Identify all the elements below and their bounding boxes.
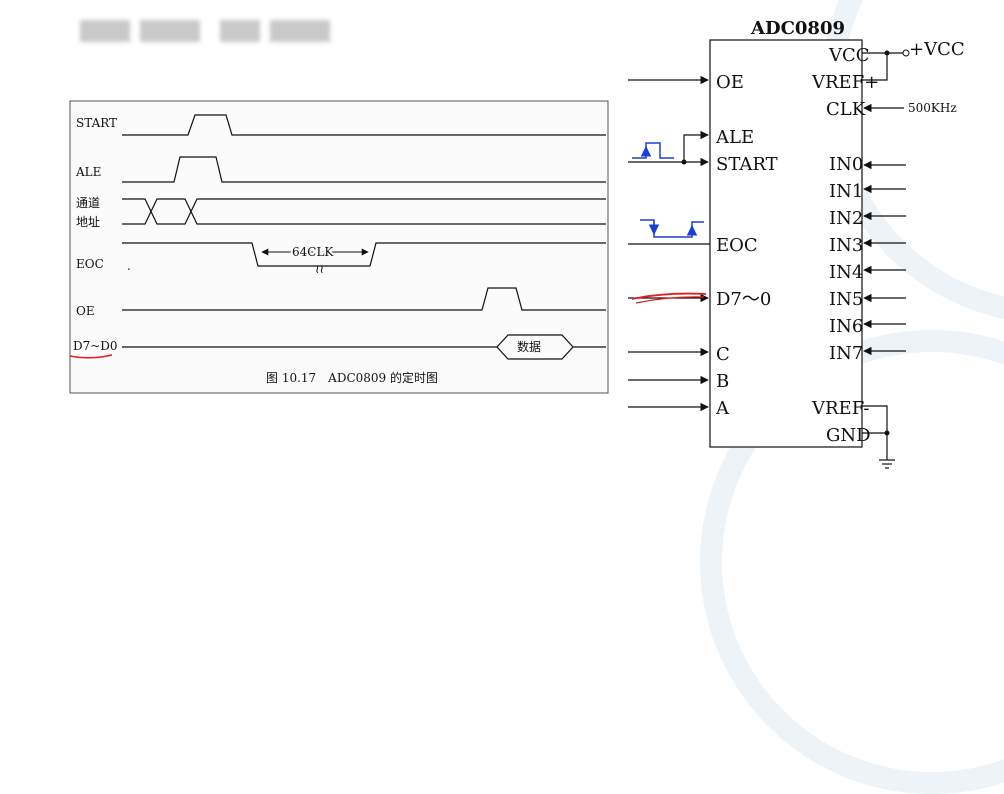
waveform-address [122, 198, 606, 225]
red-underline [69, 354, 113, 359]
signal-label-eoc: EOC [76, 257, 104, 271]
vref-plus-line [862, 53, 888, 81]
adc0809-chip: ADC0809 OE ALE START EOC D7～0 C B A VCC … [709, 18, 879, 448]
signal-label-start: START [76, 116, 117, 130]
signal-label-data-bus: D7~D0 [73, 339, 118, 353]
pin-in5: IN5 [829, 289, 863, 310]
signal-label-channel: 通道 [76, 196, 100, 210]
waveform-oe [122, 287, 606, 311]
pin-vref-plus: VREF+ [811, 72, 879, 93]
vref-minus-line [862, 405, 888, 460]
chip-body [709, 39, 863, 448]
pin-in1: IN1 [829, 181, 863, 202]
blurred-title [40, 14, 330, 48]
vcc-terminal [902, 49, 910, 57]
timing-caption: 图 10.17 ADC0809 的定时图 [266, 370, 438, 385]
pin-d7-0: D7～0 [716, 289, 771, 310]
signal-label-oe: OE [76, 304, 95, 318]
signal-label-ale: ALE [75, 165, 101, 179]
pin-b: B [716, 371, 729, 392]
timing-diagram: START ALE 通道 地址 EOC OE D7~D0 64CLK ≀≀ . [69, 100, 609, 394]
pin-in2: IN2 [829, 208, 863, 229]
slide: START ALE 通道 地址 EOC OE D7~D0 64CLK ≀≀ . [40, 0, 1004, 794]
clock-frequency-label: 500KHz [908, 101, 957, 115]
blue-pulse-eoc [640, 219, 704, 238]
left-wiring [628, 75, 710, 412]
pin-in3: IN3 [829, 235, 863, 256]
diagram-canvas: START ALE 通道 地址 EOC OE D7~D0 64CLK ≀≀ . [69, 18, 965, 469]
waveform-ale [122, 156, 606, 183]
right-wiring [862, 52, 906, 469]
pin-oe: OE [716, 72, 744, 93]
waveform-eoc [122, 242, 606, 267]
pin-in6: IN6 [829, 316, 863, 337]
pin-start: START [716, 154, 778, 175]
break-mark: ≀≀ [315, 262, 324, 276]
pin-ale: ALE [715, 127, 754, 148]
clk-label: 64CLK [292, 245, 334, 259]
svg-text:.: . [127, 259, 131, 273]
chip-title: ADC0809 [750, 18, 845, 39]
pin-in7: IN7 [829, 343, 863, 364]
vcc-supply-label: +VCC [909, 39, 965, 60]
timing-frame [69, 100, 609, 394]
pin-gnd: GND [826, 425, 871, 446]
waveform-data-bus [122, 334, 606, 360]
pin-in4: IN4 [829, 262, 863, 283]
data-label: 数据 [517, 339, 541, 354]
pin-c: C [716, 344, 730, 365]
pin-eoc: EOC [716, 235, 758, 256]
blue-pulse-start [632, 142, 674, 159]
ale-start-junction [681, 159, 687, 165]
pin-a: A [715, 398, 730, 419]
pin-vcc: VCC [828, 45, 870, 66]
pin-in0: IN0 [829, 154, 863, 175]
pin-vref-minus: VREF- [811, 398, 869, 419]
ale-input-arrow [683, 130, 709, 162]
waveform-start [122, 114, 606, 136]
signal-label-address: 地址 [76, 215, 100, 229]
pin-clk: CLK [826, 99, 866, 120]
red-bus-annotation [631, 292, 707, 300]
